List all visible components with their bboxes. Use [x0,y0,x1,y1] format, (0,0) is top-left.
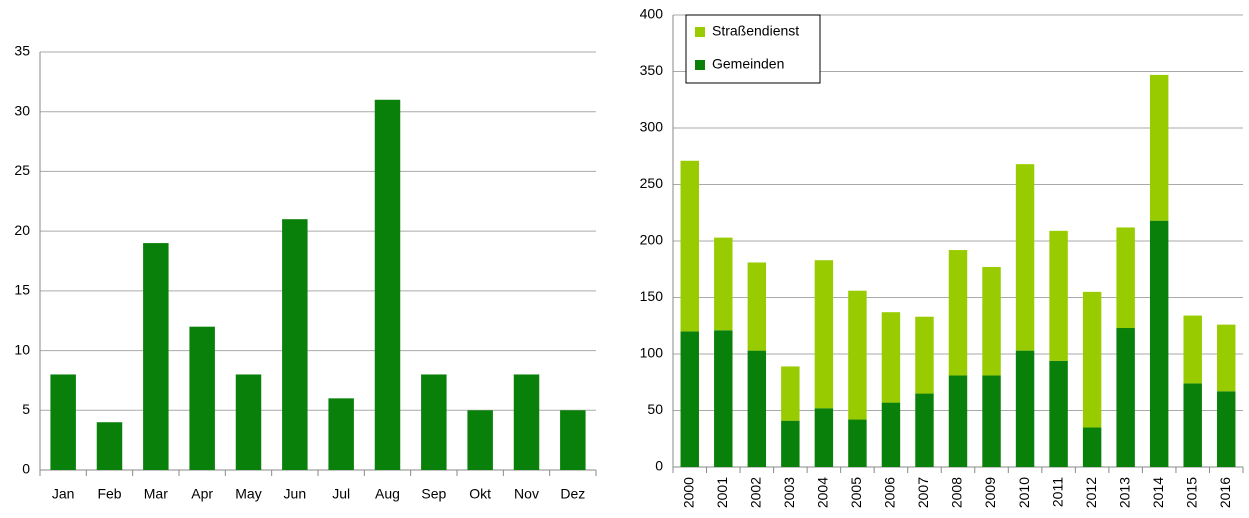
bar-segment [1183,383,1202,467]
bar-segment [848,419,867,467]
bar [96,422,123,470]
bar [189,326,215,470]
x-tick-label: 2006 [882,477,898,508]
bar [467,410,493,470]
x-tick-label: 2001 [714,477,730,508]
x-tick-label: 2007 [915,477,931,508]
x-tick-label: 2015 [1183,477,1199,508]
bar-segment [982,375,1001,467]
bar-segment [1116,227,1135,329]
bar-segment [747,262,767,351]
bar-segment [1082,291,1102,428]
x-tick-label: Jan [52,486,75,502]
x-tick-label: Okt [469,486,491,502]
x-tick-label: 2014 [1150,477,1166,508]
legend-box [685,14,821,84]
bar-segment [881,402,901,467]
y-tick-label: 15 [14,282,30,298]
bar [328,398,354,470]
bar [282,219,308,470]
x-tick-label: 2003 [781,477,797,508]
x-tick-label: Jun [284,486,307,502]
bar [513,374,540,470]
x-tick-label: 2013 [1116,477,1132,508]
y-tick-label: 0 [22,461,30,477]
bar-segment [1082,427,1102,467]
bar [374,99,401,471]
bar-segment [680,331,699,467]
legend-label: Straßendienst [712,23,799,39]
y-tick-label: 10 [14,341,30,357]
x-tick-label: May [235,486,261,502]
bar-segment [1015,164,1035,351]
bar-segment [881,312,901,403]
bar-segment [1217,391,1236,467]
x-tick-label: 2010 [1016,477,1032,508]
bar-segment [680,160,699,332]
x-tick-label: 2009 [982,477,998,508]
bar [421,374,447,470]
x-tick-label: Sep [421,486,446,502]
y-tick-label: 35 [14,43,30,59]
y-tick-label: 400 [640,6,664,22]
bar-segment [1015,350,1035,467]
y-tick-label: 0 [655,458,663,474]
legend-label: Gemeinden [712,56,784,72]
bar-segment [747,350,767,467]
bar-segment [948,250,968,376]
x-tick-label: Apr [191,486,213,502]
x-tick-label: 2005 [848,477,864,508]
bar-segment [1049,230,1068,361]
y-tick-label: 150 [640,288,664,304]
bar-segment [1149,74,1169,221]
y-tick-label: 300 [640,119,664,135]
x-tick-label: Nov [514,486,539,502]
y-tick-label: 350 [640,62,664,78]
bar-segment [1116,328,1135,467]
bar [235,374,262,470]
bar-segment [781,420,800,467]
bar-segment [781,366,800,421]
x-tick-label: 2012 [1083,477,1099,508]
bar-segment [848,290,867,420]
y-tick-label: 20 [14,222,30,238]
x-tick-label: 2000 [680,477,696,508]
y-tick-label: 100 [640,345,664,361]
bar-segment [814,260,834,409]
x-tick-label: 2008 [949,477,965,508]
y-tick-label: 25 [14,162,30,178]
x-tick-label: Mar [144,486,168,502]
x-tick-label: Dez [560,486,585,502]
x-tick-label: Aug [375,486,400,502]
bar [560,410,586,470]
bar-segment [1183,315,1202,384]
bar [143,243,169,470]
bar-segment [1049,360,1068,467]
x-tick-label: 2002 [748,477,764,508]
bar-segment [948,375,968,467]
y-tick-label: 250 [640,175,664,191]
bar-segment [915,393,934,467]
bar-segment [814,408,834,467]
bar-segment [714,237,733,331]
bar-segment [1149,220,1169,467]
legend-swatch [695,60,705,70]
bar-segment [714,330,733,467]
y-tick-label: 30 [14,102,30,118]
x-tick-label: 2004 [815,477,831,508]
x-tick-label: Jul [332,486,350,502]
bar-segment [1217,324,1236,392]
y-tick-label: 5 [22,401,30,417]
y-tick-label: 200 [640,232,664,248]
bar-segment [982,266,1001,376]
y-tick-label: 50 [647,401,663,417]
x-tick-label: 2016 [1217,477,1233,508]
bar-segment [915,316,934,394]
bar [50,374,76,470]
x-tick-label: Feb [97,486,121,502]
x-tick-label: 2011 [1049,477,1065,507]
legend-swatch [695,27,705,37]
